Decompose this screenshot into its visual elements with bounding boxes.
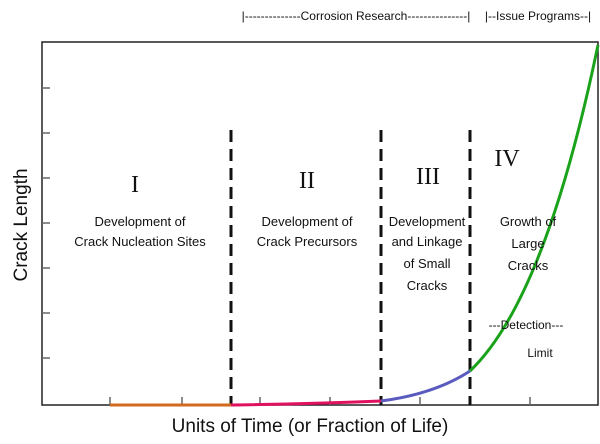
stage-dividers — [229, 130, 472, 405]
stage-description: Large — [511, 236, 544, 251]
x-axis-label: Units of Time (or Fraction of Life) — [172, 416, 449, 437]
stage-description: Cracks — [508, 258, 549, 273]
stage-numeral: II — [299, 168, 315, 194]
stage-description: and Linkage — [392, 234, 463, 249]
stage-description: Crack Precursors — [257, 234, 358, 249]
stage-description: Growth of — [500, 214, 557, 229]
corrosion-research-label: |--------------Corrosion Research-------… — [242, 9, 471, 23]
stage-description: of Small — [404, 256, 451, 271]
stage-numeral: III — [416, 164, 440, 190]
y-axis-label: Crack Length — [11, 168, 32, 281]
stage-description: Crack Nucleation Sites — [74, 234, 206, 249]
stage-numeral: I — [131, 172, 139, 198]
stage-numeral: IV — [494, 146, 520, 172]
detection-limit-label: ---Detection--- — [489, 318, 564, 332]
issue-programs-label: |--Issue Programs--| — [485, 9, 591, 23]
detection-limit-label: Limit — [527, 346, 553, 360]
stage-description: Development — [389, 214, 466, 229]
crack-growth-curve — [110, 44, 600, 407]
stage-description: Development of — [261, 214, 352, 229]
stage-description: Development of — [94, 214, 185, 229]
stage-description: Cracks — [407, 278, 448, 293]
